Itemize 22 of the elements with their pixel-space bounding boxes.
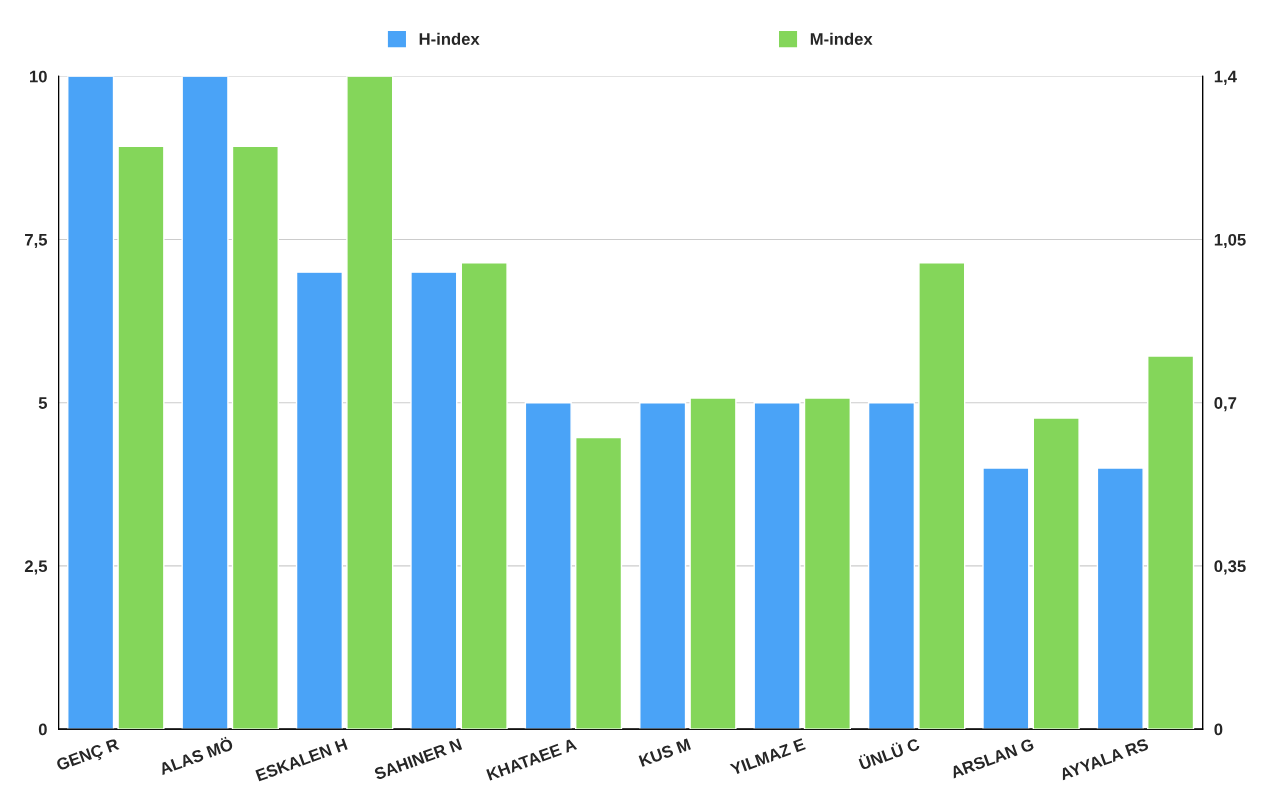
bar (1147, 355, 1195, 730)
y2-tick-label: 0,7 (1214, 397, 1237, 412)
y2-tick-label: 1,05 (1214, 233, 1246, 249)
x-tick-label: ALAS MÖ (157, 735, 234, 776)
bar (346, 76, 394, 730)
bar (918, 262, 966, 730)
y2-tick-label: 0 (1214, 723, 1223, 736)
y2-tick-label: 1,4 (1214, 70, 1237, 85)
y-tick-label: 2,5 (24, 560, 48, 575)
y-tick-label: 10 (30, 70, 47, 83)
y-tick-label: 5 (38, 397, 48, 409)
x-tick-label: KUS M (638, 738, 691, 767)
bar (1096, 467, 1144, 730)
x-tick-label: GENÇ R (55, 737, 121, 774)
legend-label: M-index (810, 32, 873, 45)
y2-tick-label: 0,35 (1214, 560, 1246, 575)
legend-label: H-index (419, 32, 480, 45)
y-tick-label: 7,5 (25, 234, 48, 249)
bar (524, 402, 572, 730)
x-tick-label: ÜNLÜ C (857, 735, 921, 771)
bar (575, 436, 623, 730)
y-tick-label: 0 (38, 723, 47, 736)
